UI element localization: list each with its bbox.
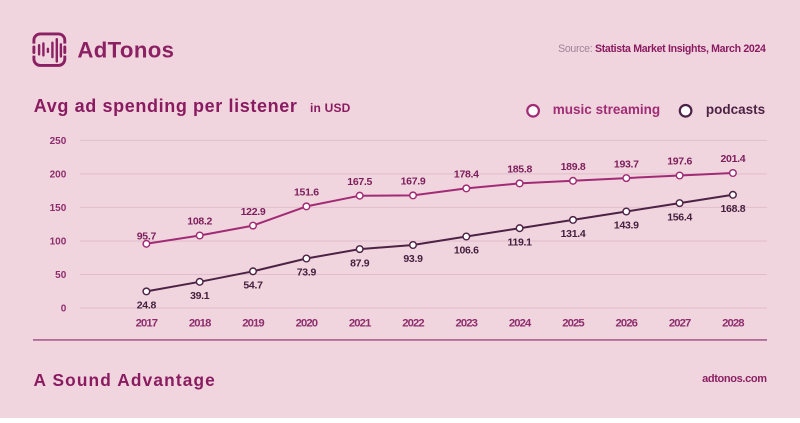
svg-text:250: 250 — [50, 136, 67, 147]
svg-text:167.9: 167.9 — [401, 176, 426, 188]
svg-text:156.4: 156.4 — [667, 211, 692, 223]
svg-text:87.9: 87.9 — [350, 257, 370, 269]
svg-text:podcasts: podcasts — [706, 102, 765, 117]
svg-text:168.8: 168.8 — [721, 203, 746, 215]
svg-text:2017: 2017 — [136, 317, 158, 329]
svg-text:50: 50 — [55, 270, 67, 281]
svg-text:73.9: 73.9 — [297, 267, 317, 279]
svg-text:AdTonos: AdTonos — [77, 37, 174, 62]
svg-text:200: 200 — [50, 170, 67, 181]
svg-text:95.7: 95.7 — [137, 230, 157, 242]
svg-text:24.8: 24.8 — [137, 300, 157, 312]
svg-text:Avg ad spending per listener: Avg ad spending per listener — [34, 96, 298, 116]
svg-text:2020: 2020 — [296, 317, 318, 329]
svg-text:151.6: 151.6 — [294, 187, 319, 199]
svg-text:2027: 2027 — [669, 317, 691, 329]
svg-text:143.9: 143.9 — [614, 220, 639, 232]
svg-text:122.9: 122.9 — [241, 206, 266, 218]
svg-text:185.8: 185.8 — [507, 164, 532, 176]
svg-text:2023: 2023 — [456, 317, 478, 329]
svg-text:A Sound Advantage: A Sound Advantage — [34, 370, 216, 390]
svg-text:54.7: 54.7 — [243, 280, 263, 292]
svg-text:106.6: 106.6 — [454, 245, 479, 257]
svg-text:2018: 2018 — [189, 317, 211, 329]
svg-text:2022: 2022 — [402, 317, 424, 329]
svg-text:167.5: 167.5 — [347, 176, 372, 188]
svg-text:2019: 2019 — [242, 317, 264, 329]
svg-text:2021: 2021 — [349, 317, 371, 329]
svg-text:193.7: 193.7 — [614, 158, 639, 170]
svg-text:189.8: 189.8 — [561, 161, 586, 173]
svg-text:108.2: 108.2 — [187, 216, 212, 228]
svg-text:adtonos.com: adtonos.com — [702, 373, 767, 385]
svg-text:39.1: 39.1 — [190, 290, 210, 302]
svg-text:2026: 2026 — [616, 317, 638, 329]
svg-text:178.4: 178.4 — [454, 169, 479, 181]
svg-text:150: 150 — [50, 203, 67, 214]
svg-text:Source: Statista Market Insigh: Source: Statista Market Insights, March … — [558, 43, 766, 55]
svg-text:2028: 2028 — [722, 317, 744, 329]
svg-text:2024: 2024 — [509, 317, 532, 329]
svg-text:201.4: 201.4 — [721, 153, 746, 165]
svg-text:119.1: 119.1 — [507, 236, 532, 248]
svg-text:0: 0 — [61, 304, 67, 315]
svg-text:music streaming: music streaming — [553, 102, 660, 117]
svg-text:in USD: in USD — [310, 101, 351, 115]
svg-text:93.9: 93.9 — [403, 253, 423, 265]
svg-text:131.4: 131.4 — [561, 228, 586, 240]
svg-text:2025: 2025 — [562, 317, 584, 329]
svg-text:100: 100 — [50, 237, 67, 248]
svg-text:197.6: 197.6 — [667, 156, 692, 168]
